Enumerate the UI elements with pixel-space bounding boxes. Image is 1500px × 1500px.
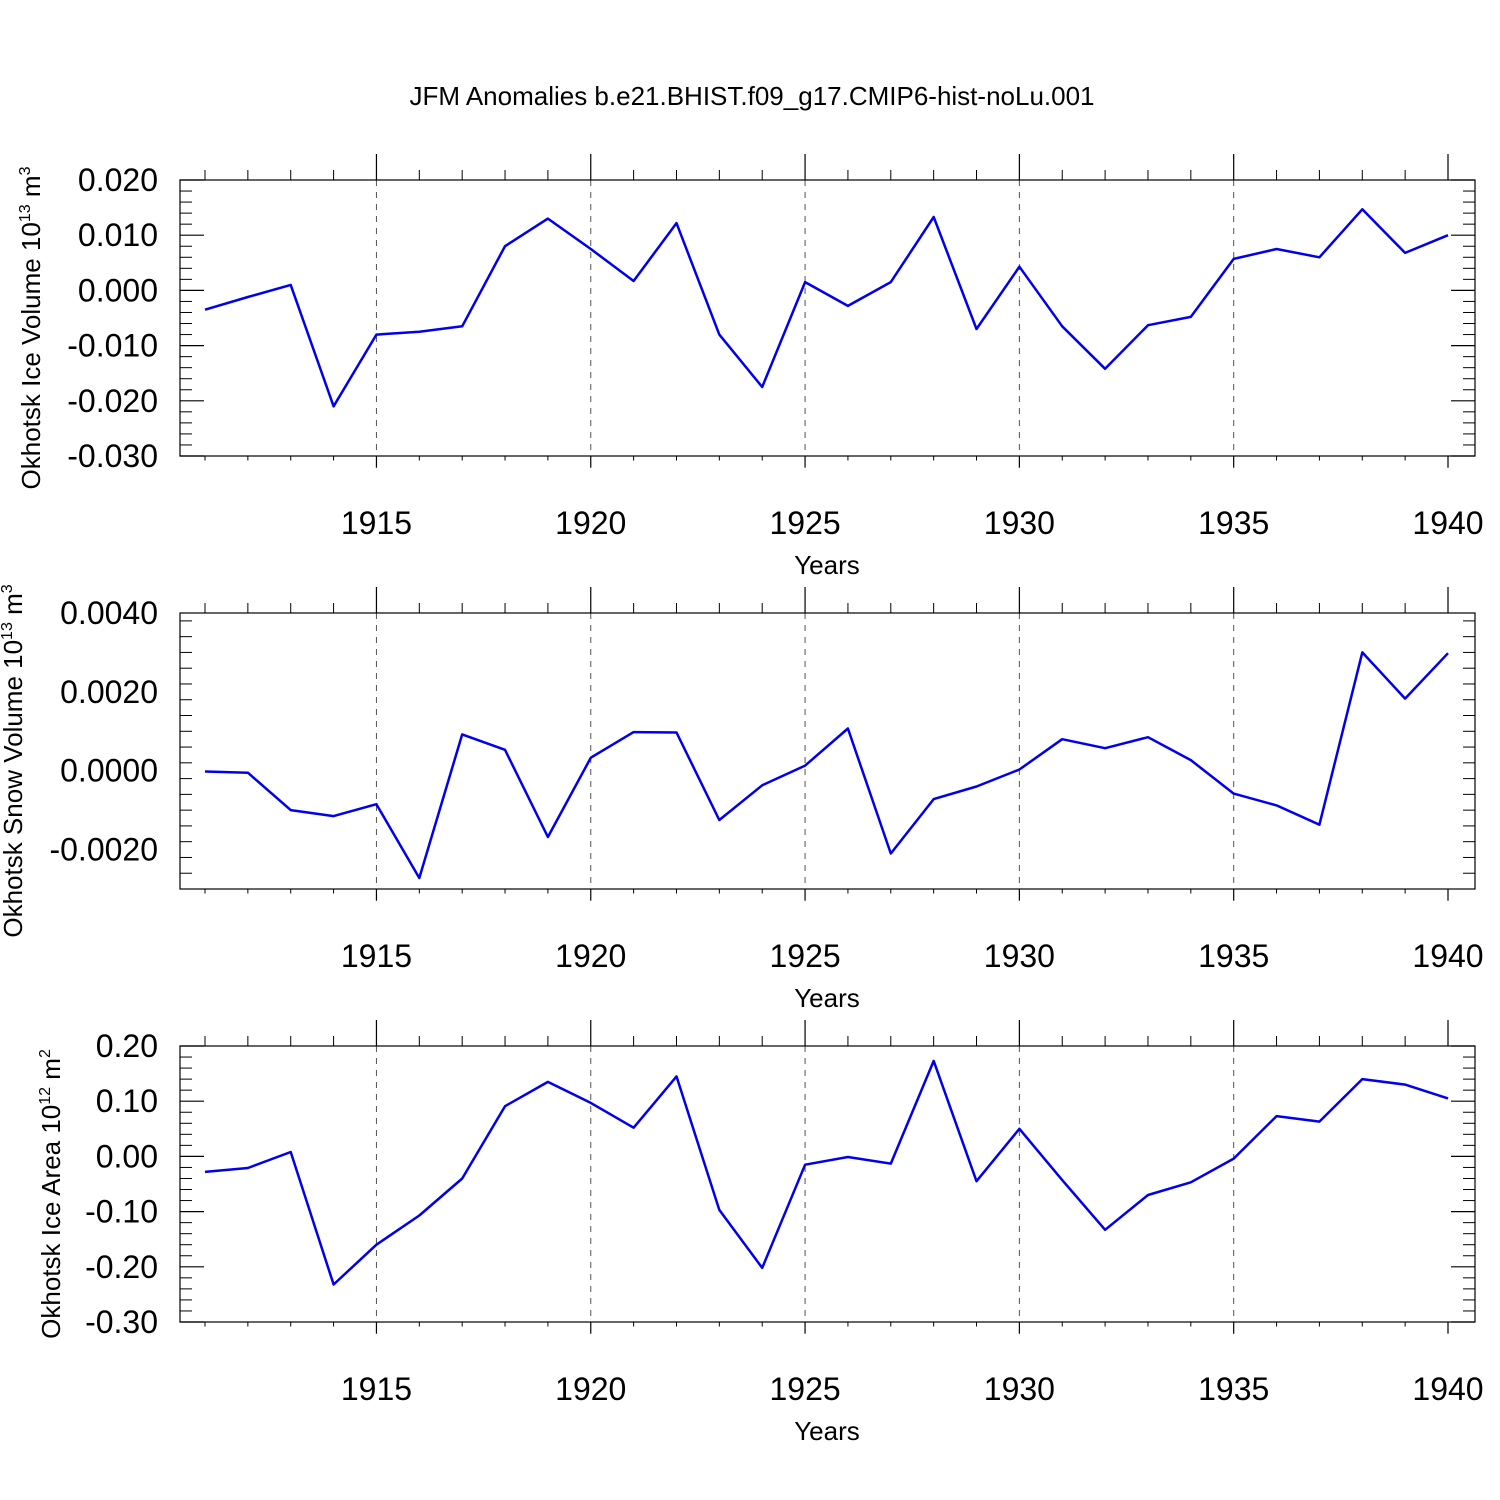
y-tick-label: -0.0020 xyxy=(49,832,158,868)
x-tick-label: 1940 xyxy=(1412,505,1483,541)
y-tick-label: 0.0040 xyxy=(60,595,158,631)
chart-panel-1: -0.030 -0.020 -0.010 0.000 0.010 0.020 1915 192… xyxy=(16,154,1484,580)
x-tick-label: 1935 xyxy=(1198,1371,1269,1407)
y-tick-label: 0.020 xyxy=(78,162,158,198)
x-axis-label: Years xyxy=(794,1416,860,1446)
y-tick-label: -0.10 xyxy=(85,1194,158,1230)
series-line xyxy=(204,208,1449,408)
x-tick-label: 1930 xyxy=(984,505,1055,541)
y-axis-label: Okhotsk Ice Area 1012 m2 xyxy=(36,1049,66,1339)
y-tick-label: 0.010 xyxy=(78,217,158,253)
y-tick-label: -0.20 xyxy=(85,1249,158,1285)
x-tick-label: 1940 xyxy=(1412,938,1483,974)
y-tick-label: -0.30 xyxy=(85,1304,158,1340)
x-tick-label: 1920 xyxy=(555,1371,626,1407)
x-axis-label: Years xyxy=(794,550,860,580)
x-tick-label: 1920 xyxy=(555,938,626,974)
y-tick-label: 0.000 xyxy=(78,272,158,308)
x-tick-label: 1925 xyxy=(769,938,840,974)
series-line xyxy=(204,1059,1449,1286)
y-axis-label: Okhotsk Ice Volume 1013 m3 xyxy=(16,166,46,489)
x-tick-label: 1920 xyxy=(555,505,626,541)
x-tick-label: 1915 xyxy=(341,505,412,541)
series-line xyxy=(204,651,1449,880)
y-tick-label: 0.0020 xyxy=(60,674,158,710)
y-tick-label: -0.030 xyxy=(67,438,158,474)
chart-title: JFM Anomalies b.e21.BHIST.f09_g17.CMIP6-… xyxy=(409,81,1094,111)
y-tick-label: 0.00 xyxy=(96,1138,158,1174)
x-tick-label: 1915 xyxy=(341,938,412,974)
plot-frame xyxy=(179,612,1476,890)
x-tick-label: 1915 xyxy=(341,1371,412,1407)
plot-frame xyxy=(179,1045,1476,1323)
y-tick-label: 0.10 xyxy=(96,1083,158,1119)
x-tick-label: 1935 xyxy=(1198,938,1269,974)
y-tick-label: -0.020 xyxy=(67,383,158,419)
y-tick-label: 0.20 xyxy=(96,1028,158,1064)
x-tick-label: 1930 xyxy=(984,938,1055,974)
x-axis-label: Years xyxy=(794,983,860,1013)
y-axis-label: Okhotsk Snow Volume 1013 m3 xyxy=(0,584,28,937)
chart-panel-2: -0.0020 0.0000 0.0020 0.0040 1915 1920 1925 193… xyxy=(0,584,1484,1013)
chart-panel-3: -0.30 -0.20 -0.10 0.00 0.10 0.20 1915 1920 1925 1… xyxy=(36,1020,1484,1446)
x-tick-label: 1930 xyxy=(984,1371,1055,1407)
y-tick-label: -0.010 xyxy=(67,328,158,364)
x-tick-label: 1925 xyxy=(769,505,840,541)
x-tick-label: 1940 xyxy=(1412,1371,1483,1407)
x-tick-label: 1935 xyxy=(1198,505,1269,541)
x-tick-label: 1925 xyxy=(769,1371,840,1407)
plot-frame xyxy=(179,179,1476,457)
y-tick-label: 0.0000 xyxy=(60,753,158,789)
